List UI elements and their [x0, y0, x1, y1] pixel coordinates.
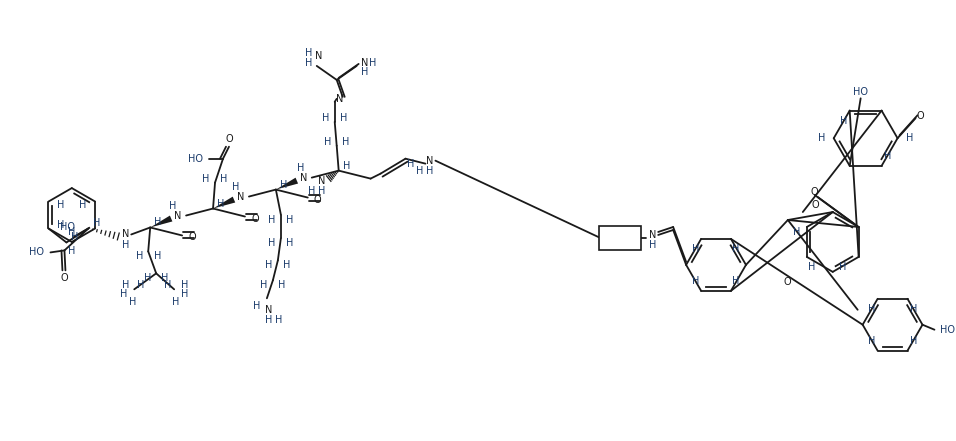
- Text: H: H: [305, 58, 313, 68]
- Text: N: N: [174, 210, 182, 220]
- Text: N: N: [265, 305, 272, 315]
- Polygon shape: [150, 216, 172, 228]
- Text: H: H: [260, 280, 268, 290]
- Text: H: H: [217, 198, 225, 209]
- Text: H: H: [169, 201, 177, 210]
- Text: H: H: [164, 280, 172, 290]
- Text: H: H: [269, 239, 275, 248]
- Text: O: O: [812, 200, 819, 210]
- Text: HO: HO: [941, 325, 955, 335]
- Text: H: H: [808, 262, 815, 272]
- Text: H: H: [732, 276, 740, 286]
- Text: H: H: [182, 289, 188, 299]
- Text: H: H: [278, 280, 286, 290]
- Text: H: H: [648, 240, 656, 250]
- Text: N: N: [336, 94, 343, 104]
- Text: H: H: [369, 58, 377, 68]
- Text: H: H: [322, 113, 330, 123]
- Text: H: H: [275, 315, 283, 325]
- Text: H: H: [840, 116, 847, 126]
- Text: H: H: [305, 48, 313, 58]
- Text: H: H: [910, 304, 917, 314]
- Text: H: H: [884, 151, 891, 161]
- Text: HO: HO: [30, 247, 45, 258]
- FancyBboxPatch shape: [599, 226, 641, 250]
- Text: N: N: [315, 51, 322, 61]
- Text: N: N: [121, 229, 129, 239]
- Text: HO: HO: [60, 222, 76, 232]
- Text: H: H: [120, 289, 127, 299]
- Text: H: H: [172, 297, 180, 307]
- Text: H: H: [308, 186, 315, 195]
- Text: O: O: [226, 134, 233, 144]
- Text: H: H: [68, 227, 76, 237]
- Text: H: H: [318, 186, 325, 195]
- Text: H: H: [143, 273, 151, 283]
- Text: N: N: [300, 172, 308, 183]
- Text: H: H: [416, 166, 424, 176]
- Text: H: H: [425, 166, 433, 176]
- Text: H: H: [136, 251, 143, 262]
- Text: H: H: [839, 262, 846, 272]
- Text: H: H: [56, 220, 64, 231]
- Text: O: O: [314, 194, 321, 205]
- Text: H: H: [121, 240, 129, 250]
- Text: H: H: [93, 218, 100, 228]
- Text: H: H: [324, 137, 332, 147]
- Text: H: H: [692, 276, 700, 286]
- Text: H: H: [280, 179, 288, 190]
- Text: H: H: [407, 159, 414, 168]
- Text: H: H: [283, 260, 291, 270]
- Text: H: H: [155, 217, 162, 228]
- Text: H: H: [253, 301, 261, 311]
- Text: H: H: [121, 280, 129, 290]
- Text: H: H: [906, 133, 913, 143]
- Text: O: O: [251, 213, 259, 224]
- Text: H: H: [910, 336, 917, 346]
- Text: N: N: [425, 156, 433, 166]
- Text: H: H: [162, 273, 169, 283]
- Text: N: N: [318, 176, 325, 186]
- Text: H: H: [868, 304, 876, 314]
- Text: N: N: [361, 58, 368, 68]
- Text: N: N: [648, 230, 656, 240]
- Text: H: H: [265, 315, 272, 325]
- Text: H: H: [182, 280, 188, 290]
- Text: H: H: [286, 239, 293, 248]
- Text: N: N: [237, 191, 245, 202]
- Text: H: H: [232, 182, 240, 191]
- Text: H: H: [203, 174, 209, 183]
- Text: H: H: [286, 214, 293, 224]
- Text: O: O: [188, 232, 196, 243]
- Text: H: H: [128, 297, 136, 307]
- Text: HO: HO: [188, 153, 203, 164]
- Text: H: H: [361, 67, 368, 77]
- Text: H: H: [692, 244, 700, 254]
- Polygon shape: [213, 197, 235, 209]
- Text: H: H: [818, 133, 825, 143]
- Text: H: H: [269, 214, 275, 224]
- Text: H: H: [68, 247, 76, 256]
- Text: H: H: [137, 280, 144, 290]
- Text: H: H: [297, 163, 304, 172]
- Text: HO: HO: [853, 87, 868, 97]
- Polygon shape: [276, 178, 298, 190]
- Text: H: H: [793, 227, 800, 237]
- Text: H: H: [732, 244, 740, 254]
- Text: H: H: [220, 174, 228, 183]
- Text: H: H: [79, 199, 87, 209]
- Text: O: O: [917, 111, 924, 121]
- Text: H: H: [154, 251, 161, 262]
- Text: O: O: [811, 187, 818, 197]
- Text: O: O: [783, 277, 791, 287]
- Text: H: H: [340, 113, 347, 123]
- Text: H: H: [868, 336, 876, 346]
- Text: Abs: Abs: [608, 232, 633, 244]
- Text: H: H: [342, 137, 349, 147]
- Text: H: H: [71, 232, 78, 243]
- Text: H: H: [56, 199, 64, 209]
- Text: H: H: [265, 260, 272, 270]
- Text: O: O: [60, 273, 68, 283]
- Text: H: H: [343, 161, 350, 171]
